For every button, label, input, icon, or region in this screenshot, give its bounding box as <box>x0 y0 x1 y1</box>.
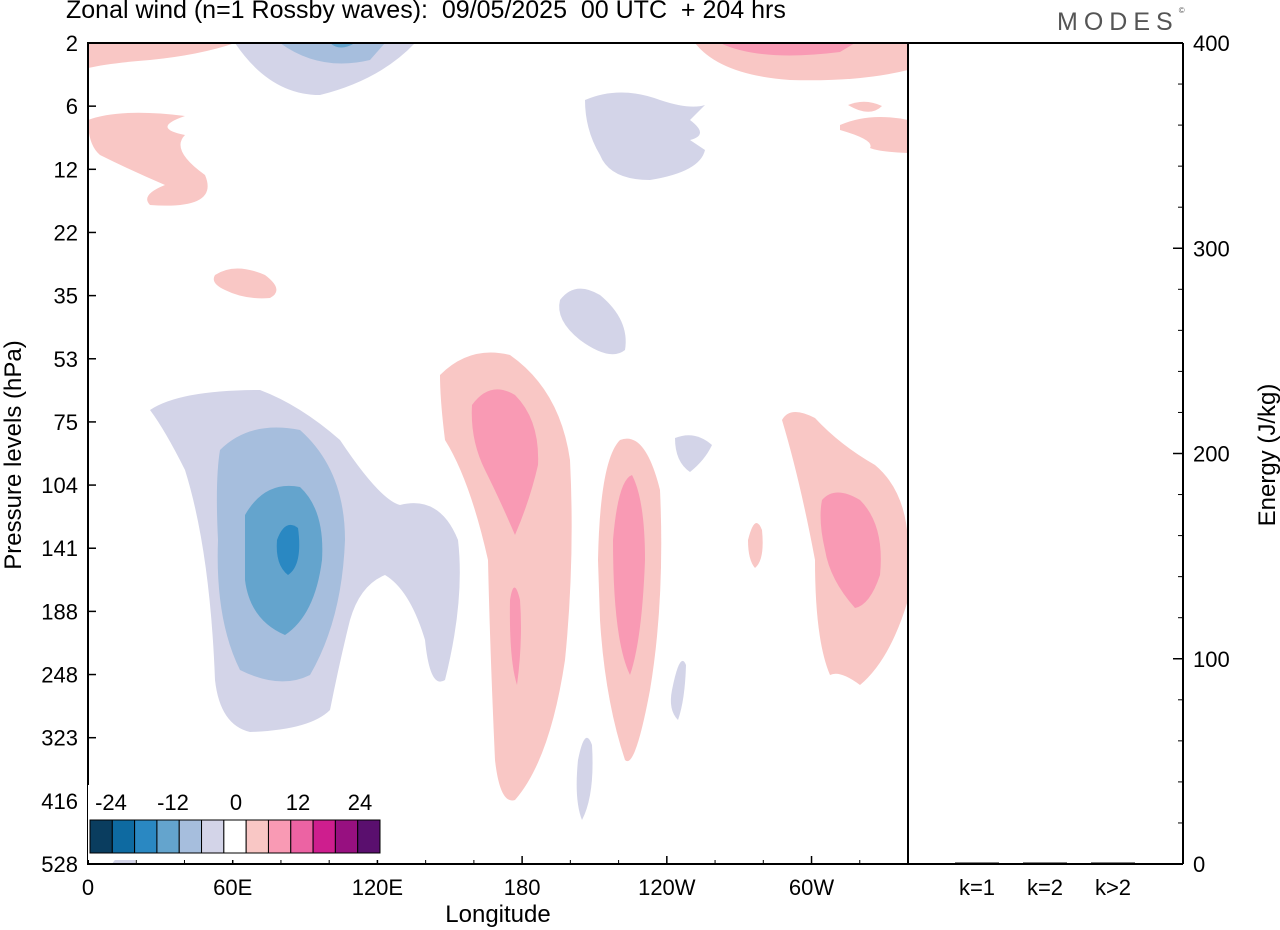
contour-positive-moderate <box>720 43 855 56</box>
contour-negative-moderate <box>280 43 385 64</box>
contour-positive-weak <box>695 43 908 81</box>
y-tick-label: 2 <box>66 31 78 56</box>
y-tick-label: 188 <box>41 599 78 624</box>
y-tick-label: 53 <box>54 347 78 372</box>
energy-axis-ticks: 0 100 200 300 400 <box>1173 31 1230 877</box>
energy-axis-title: Energy (J/kg) <box>1254 384 1280 527</box>
x-tick-label: 120E <box>352 875 403 900</box>
contour-positive-weak <box>213 268 277 299</box>
x-tick-label: 60W <box>789 875 834 900</box>
chart-title: Zonal wind (n=1 Rossby waves): 09/05/202… <box>66 0 786 24</box>
y-axis: 2 6 12 22 35 53 75 104 141 188 248 323 416 528 <box>41 31 96 877</box>
contour-positive-weak <box>88 43 235 68</box>
y-tick-label: 6 <box>66 94 78 119</box>
contour-negative-weak <box>670 660 686 720</box>
colorbar-label: -24 <box>95 790 127 815</box>
energy-bar <box>955 862 999 864</box>
energy-bar <box>1091 862 1135 864</box>
contour-positive-weak <box>840 116 908 153</box>
plot-frame <box>87 42 909 865</box>
contour-field <box>88 43 908 864</box>
y-axis-title: Pressure levels (hPa) <box>0 340 27 569</box>
energy-tick-label: 200 <box>1193 442 1230 467</box>
y-tick-label: 141 <box>41 536 78 561</box>
energy-tick-label: 0 <box>1193 852 1205 877</box>
y-tick-label: 104 <box>41 473 78 498</box>
colorbar-swatch <box>357 819 381 854</box>
x-tick-label: 180 <box>504 875 541 900</box>
contour-negative-very-strong <box>276 524 300 575</box>
y-tick-label: 35 <box>54 284 78 309</box>
colorbar-swatch <box>290 819 314 854</box>
contour-positive-moderate <box>509 587 521 685</box>
energy-category-label: k=1 <box>959 875 995 900</box>
colorbar-label: -12 <box>157 790 189 815</box>
x-axis-title: Longitude <box>445 901 550 928</box>
x-tick-label: 60E <box>213 875 252 900</box>
colorbar-swatch <box>89 819 113 854</box>
energy-tick-label: 400 <box>1193 31 1230 56</box>
contour-positive-weak <box>848 101 882 112</box>
colorbar-swatch <box>201 819 225 854</box>
colorbar-swatch <box>156 819 180 854</box>
y-tick-label: 75 <box>54 410 78 435</box>
contour-positive-moderate <box>613 475 645 675</box>
colorbar-label: 0 <box>230 790 242 815</box>
energy-tick-label: 300 <box>1193 236 1230 261</box>
colorbar-swatch <box>267 819 292 854</box>
contour-positive-moderate <box>471 389 539 535</box>
modes-logo: MODES© <box>1057 6 1185 36</box>
x-axis: 0 60E 120E 180 120W 60W <box>82 856 861 900</box>
colorbar-swatch <box>178 819 203 854</box>
y-tick-label: 528 <box>41 852 78 877</box>
energy-bar <box>1023 862 1067 864</box>
y-tick-label: 12 <box>54 157 78 182</box>
energy-bars: k=1 k=2 k>2 <box>955 862 1135 900</box>
colorbar-swatch <box>334 819 359 854</box>
contour-negative-weak <box>576 737 593 820</box>
colorbar-swatch <box>223 819 247 854</box>
y-tick-label: 416 <box>41 789 78 814</box>
contour-negative-weak <box>559 288 626 355</box>
contour-negative-weak <box>585 92 705 180</box>
contour-positive-moderate <box>820 492 881 608</box>
colorbar-label: 12 <box>286 790 310 815</box>
energy-category-label: k=2 <box>1027 875 1063 900</box>
x-tick-label: 120W <box>638 875 696 900</box>
colorbar-swatch <box>312 819 336 854</box>
x-tick-label: 0 <box>82 875 94 900</box>
y-tick-label: 22 <box>54 220 78 245</box>
contour-negative-strong <box>330 43 355 48</box>
contour-positive-weak <box>748 522 763 568</box>
colorbar-legend: -24 -12 0 12 24 <box>88 785 384 860</box>
y-tick-label: 323 <box>41 726 78 751</box>
colorbar-swatch <box>111 819 136 854</box>
colorbar-swatch <box>245 819 269 854</box>
contour-negative-weak <box>675 435 712 472</box>
colorbar-swatch <box>134 819 158 854</box>
energy-tick-label: 100 <box>1193 647 1230 672</box>
energy-category-label: k>2 <box>1095 875 1131 900</box>
contour-positive-weak <box>88 112 208 206</box>
y-tick-label: 248 <box>41 663 78 688</box>
colorbar-label: 24 <box>348 790 372 815</box>
contour-positive-weak <box>440 352 572 801</box>
